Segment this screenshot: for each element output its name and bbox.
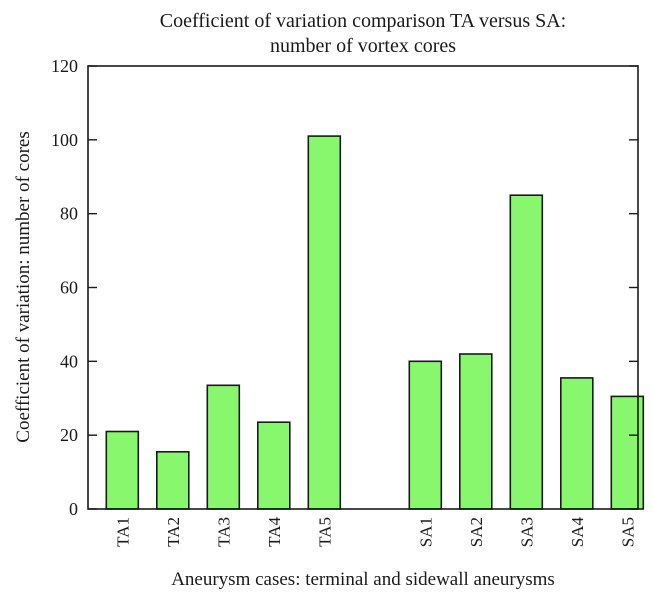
bar-ta5 [307, 135, 342, 510]
x-tick-label-sa1: SA1 [416, 517, 435, 547]
x-tick-label-sa4: SA4 [568, 517, 587, 548]
y-tick-label-20: 20 [60, 425, 78, 445]
bar-ta1 [105, 430, 140, 510]
plot-frame [87, 65, 639, 510]
x-tick-label-ta5: TA5 [315, 517, 334, 547]
chart-title-line1: Coefficient of variation comparison TA v… [160, 10, 566, 32]
bar-sa1 [408, 360, 443, 510]
bar-ta3 [206, 384, 241, 510]
bar-sa4 [559, 377, 594, 510]
y-axis-label: Coefficient of variation: number of core… [13, 131, 34, 442]
y-tick-label-120: 120 [51, 56, 78, 76]
x-tick-label-ta4: TA4 [265, 517, 284, 547]
y-tick-label-60: 60 [60, 278, 78, 298]
x-tick-label-ta1: TA1 [113, 517, 132, 547]
y-axis-ticks: 0 20 40 60 80 100 120 [51, 56, 638, 519]
y-tick-label-100: 100 [51, 130, 78, 150]
x-tick-label-sa2: SA2 [467, 517, 486, 547]
y-tick-label-0: 0 [69, 499, 78, 519]
bar-sa2 [458, 353, 493, 510]
bars-group [105, 135, 645, 510]
bar-sa3 [509, 194, 544, 510]
bar-ta4 [256, 421, 291, 510]
x-tick-label-ta2: TA2 [164, 517, 183, 547]
x-tick-label-sa3: SA3 [517, 517, 536, 547]
y-tick-label-40: 40 [60, 351, 78, 371]
chart-title-line2: number of vortex cores [270, 35, 456, 57]
x-tick-label-ta3: TA3 [214, 517, 233, 547]
x-axis-category-labels: TA1 TA2 TA3 TA4 TA5 SA1 SA2 SA3 SA4 SA5 [113, 517, 637, 548]
x-tick-label-sa5: SA5 [618, 517, 637, 547]
y-tick-label-80: 80 [60, 204, 78, 224]
bar-ta2 [156, 450, 190, 510]
x-axis-label: Aneurysm cases: terminal and sidewall an… [171, 569, 555, 590]
